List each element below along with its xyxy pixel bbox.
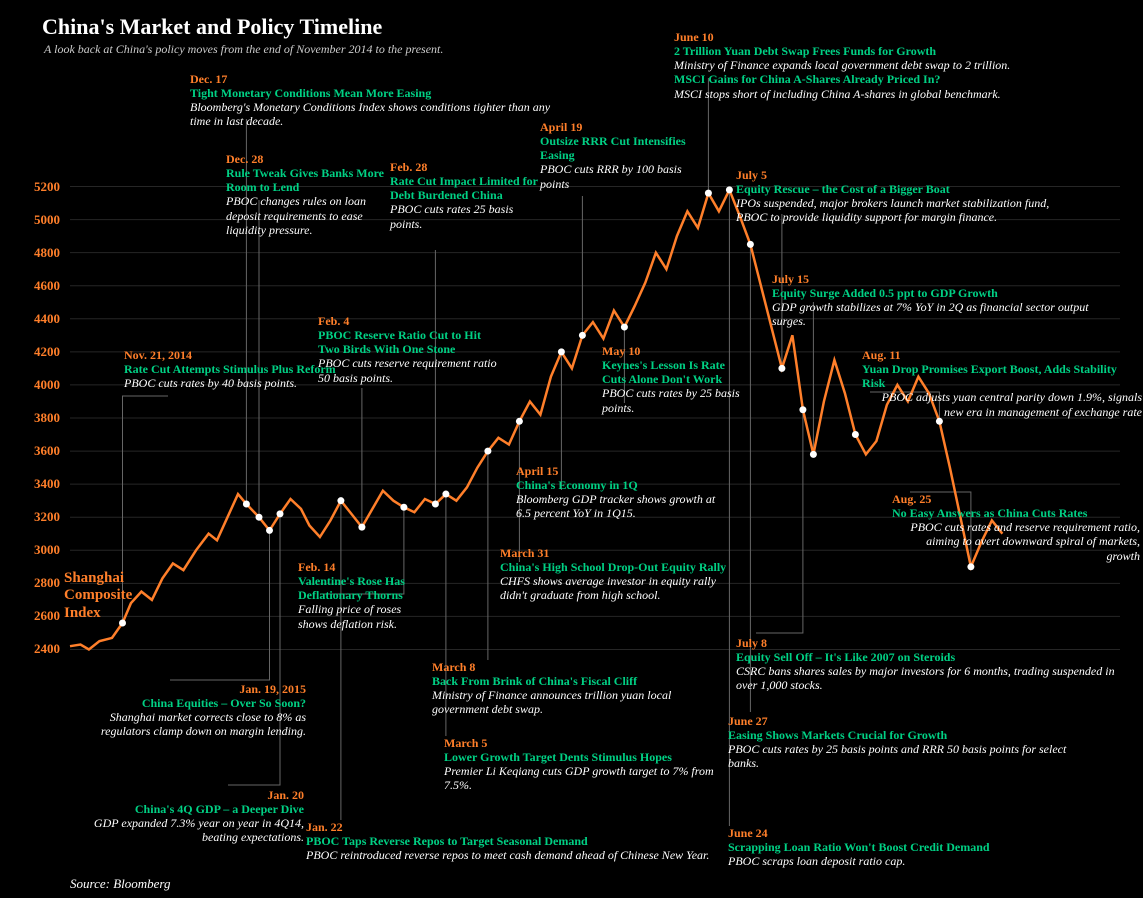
event-annotation: April 19Outsize RRR Cut Intensifies Easi… [540,120,690,191]
y-tick-label: 2800 [20,575,60,591]
y-tick-label: 2400 [20,641,60,657]
chart-subtitle: A look back at China's policy moves from… [44,42,443,57]
y-tick-label: 4800 [20,245,60,261]
source-label: Source: Bloomberg [70,876,170,892]
y-tick-label: 3400 [20,476,60,492]
event-annotation: March 5Lower Growth Target Dents Stimulu… [444,736,714,793]
series-label-l1: Shanghai [64,570,124,586]
y-tick-label: 4000 [20,377,60,393]
y-tick-label: 2600 [20,608,60,624]
event-annotation: Jan. 19, 2015China Equities – Over So So… [60,682,306,739]
event-annotation: March 8Back From Brink of China's Fiscal… [432,660,722,717]
event-annotation: Aug. 11Yuan Drop Promises Export Boost, … [862,348,1142,419]
series-label: Shanghai Composite Index [64,570,132,622]
y-tick-label: 4400 [20,311,60,327]
event-annotation: June 24Scrapping Loan Ratio Won't Boost … [728,826,1008,868]
event-annotation: July 5Equity Rescue – the Cost of a Bigg… [736,168,1072,225]
event-annotation: June 27Easing Shows Markets Crucial for … [728,714,1098,771]
event-annotation: Jan. 20China's 4Q GDP – a Deeper DiveGDP… [68,788,304,845]
y-tick-label: 5200 [20,179,60,195]
event-annotation: Feb. 14Valentine's Rose Has Deflationary… [298,560,428,631]
event-annotation: Feb. 28Rate Cut Impact Limited for Debt … [390,160,540,231]
event-annotation: Jan. 22PBOC Taps Reverse Repos to Target… [306,820,710,862]
y-tick-label: 4200 [20,344,60,360]
event-annotation: July 15Equity Surge Added 0.5 ppt to GDP… [772,272,1122,329]
series-label-l3: Index [64,605,101,621]
event-annotation: March 31China's High School Drop-Out Equ… [500,546,736,603]
event-annotation: May 10Keynes's Lesson Is Rate Cuts Alone… [602,344,742,415]
event-annotation: Dec. 17Tight Monetary Conditions Mean Mo… [190,72,570,129]
event-annotation: April 15China's Economy in 1QBloomberg G… [516,464,716,521]
event-annotation: Feb. 4PBOC Reserve Ratio Cut to Hit Two … [318,314,498,385]
event-annotation: Dec. 28Rule Tweak Gives Banks More Room … [226,152,386,237]
y-tick-label: 3200 [20,509,60,525]
event-annotation: June 102 Trillion Yuan Debt Swap Frees F… [674,30,1064,101]
y-tick-label: 5000 [20,212,60,228]
series-label-l2: Composite [64,587,132,603]
event-annotation: Aug. 25No Easy Answers as China Cuts Rat… [892,492,1140,563]
event-annotation: July 8Equity Sell Off – It's Like 2007 o… [736,636,1136,693]
y-tick-label: 3600 [20,443,60,459]
y-tick-label: 3000 [20,542,60,558]
chart-title: China's Market and Policy Timeline [42,14,382,40]
event-annotation: Nov. 21, 2014Rate Cut Attempts Stimulus … [124,348,344,390]
y-tick-label: 4600 [20,278,60,294]
y-tick-label: 3800 [20,410,60,426]
